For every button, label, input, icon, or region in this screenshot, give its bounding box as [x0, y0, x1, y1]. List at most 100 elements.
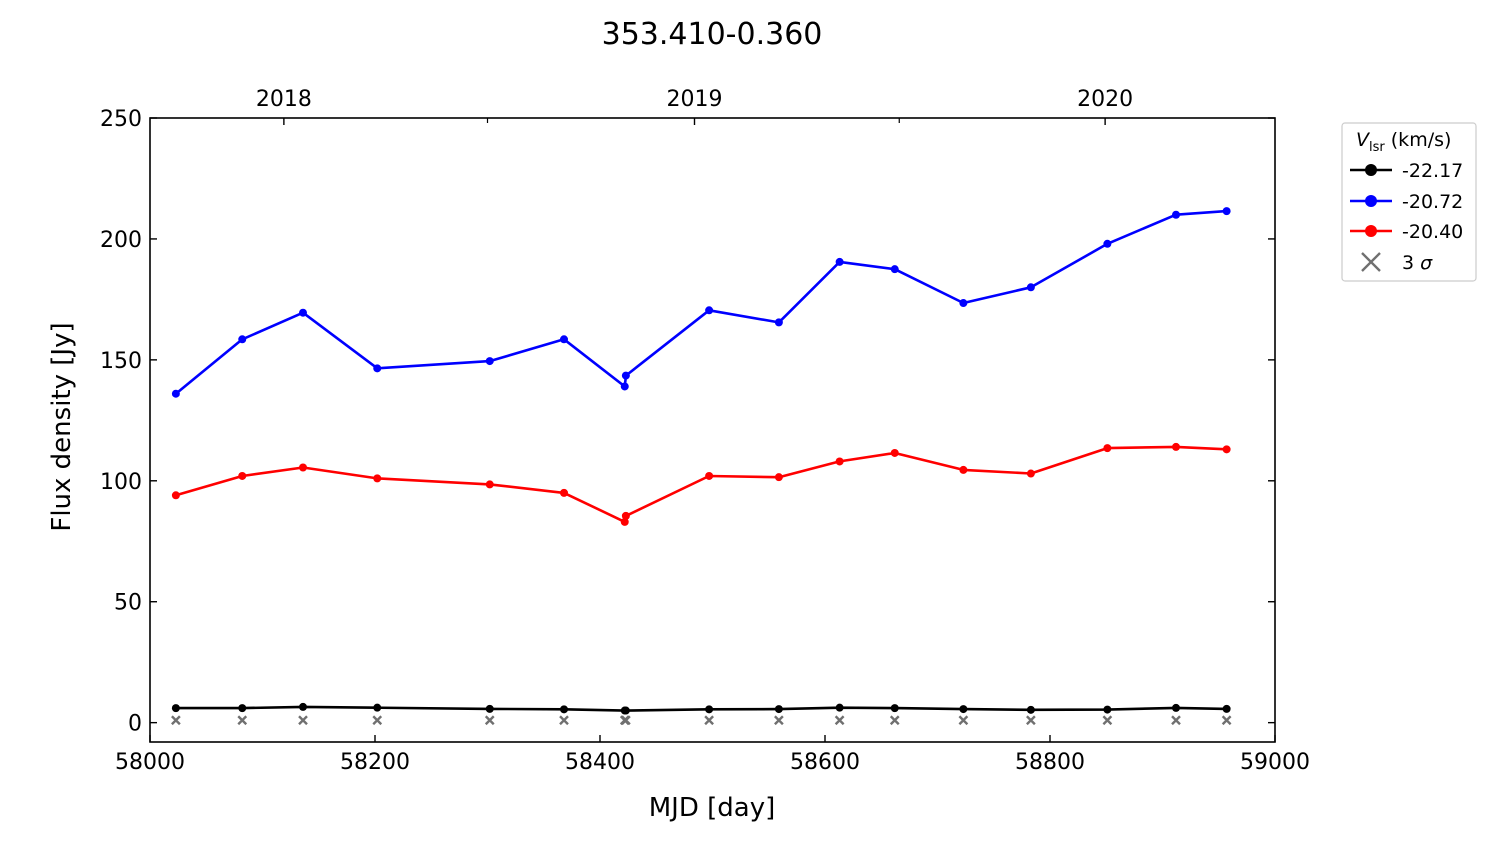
series-point-0	[1026, 705, 1035, 714]
series-point-2	[299, 463, 307, 472]
x-tick-label: 58600	[790, 750, 860, 775]
threshold-marker	[237, 715, 248, 726]
legend-title: Vlsr (km/s)	[1356, 129, 1451, 155]
chart-title: 353.410-0.360	[602, 17, 823, 52]
series-point-0	[890, 704, 899, 713]
x-tick-label: 58200	[340, 750, 410, 775]
legend-title-symbol: V	[1356, 129, 1371, 151]
series-point-2	[620, 517, 629, 526]
threshold-marker	[834, 715, 845, 726]
series-point-2	[774, 473, 783, 482]
legend-threshold-symbol: σ	[1420, 252, 1433, 274]
legend-threshold-prefix: 3	[1402, 252, 1420, 274]
x-tick-label: 59000	[1240, 750, 1310, 775]
legend-swatch-dot-2	[1365, 225, 1377, 237]
y-tick-label: 150	[100, 349, 142, 374]
series-point-2	[171, 491, 180, 500]
series-line-1	[175, 209, 1227, 395]
series-point-0	[835, 703, 844, 712]
series-point-2	[1026, 469, 1035, 478]
series-point-2	[1103, 444, 1112, 453]
series-point-2	[959, 465, 968, 474]
y-tick-label: 0	[128, 712, 142, 737]
threshold-marker	[559, 715, 569, 726]
top-year-label: 2020	[1077, 87, 1133, 112]
series-point-0	[705, 705, 714, 714]
threshold-marker	[1171, 715, 1181, 726]
series-point-2	[621, 511, 630, 520]
series-point-1	[890, 265, 899, 274]
legend-title-subscript: lsr	[1369, 140, 1385, 155]
legend-threshold-marker	[1361, 252, 1381, 272]
threshold-marker	[298, 715, 308, 726]
threshold-marker	[171, 715, 181, 726]
series-point-1	[774, 318, 783, 327]
series-point-1	[620, 382, 629, 391]
threshold-marker	[484, 715, 495, 726]
legend-label-2: -20.40	[1402, 221, 1463, 243]
series-layer	[171, 207, 1232, 726]
threshold-marker	[372, 715, 383, 726]
series-point-0	[299, 702, 307, 711]
series-point-1	[560, 335, 568, 344]
series-point-1	[485, 357, 494, 366]
series-point-2	[890, 448, 899, 457]
legend-swatch-dot-1	[1365, 195, 1377, 207]
series-point-1	[835, 257, 844, 266]
legend: Vlsr (km/s) -22.17 -20.72 -20.40 3 σ	[1341, 122, 1477, 282]
threshold-marker	[958, 715, 969, 726]
series-point-1	[1026, 283, 1035, 292]
threshold-marker	[1102, 715, 1113, 726]
series-point-2	[485, 480, 494, 489]
series-point-2	[705, 471, 714, 480]
series-point-2	[1172, 442, 1180, 451]
series-point-1	[959, 299, 968, 308]
y-tick-label: 250	[100, 107, 142, 132]
series-point-0	[774, 705, 783, 714]
legend-label-threshold: 3 σ	[1402, 252, 1433, 274]
plot-frame	[149, 117, 1276, 743]
x-axis-title: MJD [day]	[649, 793, 776, 823]
y-tick-label: 50	[114, 591, 142, 616]
series-point-1	[1222, 207, 1231, 216]
series-point-2	[373, 474, 382, 483]
series-point-2	[835, 457, 844, 466]
y-tick-label: 200	[100, 228, 142, 253]
series-point-0	[560, 705, 568, 714]
top-year-label: 2018	[256, 87, 312, 112]
threshold-marker	[621, 715, 631, 726]
series-point-1	[621, 371, 630, 380]
series-point-0	[1172, 703, 1180, 712]
series-point-2	[1222, 445, 1231, 454]
threshold-marker	[889, 715, 900, 726]
top-year-label: 2019	[667, 87, 723, 112]
series-point-0	[1103, 705, 1112, 714]
series-point-2	[238, 471, 247, 480]
series-point-2	[560, 488, 568, 497]
x-tick-label: 58000	[115, 750, 185, 775]
series-line-0	[175, 705, 1227, 712]
series-point-0	[1222, 704, 1231, 713]
series-line-2	[175, 445, 1227, 524]
series-point-1	[299, 308, 307, 317]
legend-label-0: -22.17	[1402, 160, 1463, 182]
series-point-0	[171, 704, 180, 713]
y-axis-title: Flux density [Jy]	[47, 322, 77, 531]
series-point-1	[238, 335, 247, 344]
series-point-1	[1103, 239, 1112, 248]
y-tick-label: 100	[100, 470, 142, 495]
series-point-1	[1172, 210, 1180, 219]
series-point-1	[171, 389, 180, 398]
series-point-0	[621, 706, 630, 715]
series-point-1	[373, 364, 382, 373]
legend-title-unit: (km/s)	[1385, 129, 1452, 151]
legend-box	[1341, 122, 1477, 282]
threshold-marker	[774, 715, 784, 726]
legend-label-1: -20.72	[1402, 191, 1463, 213]
threshold-marker	[704, 715, 714, 726]
threshold-marker	[1221, 715, 1232, 726]
series-point-0	[959, 705, 968, 714]
threshold-marker	[1026, 715, 1036, 726]
series-point-0	[238, 704, 247, 713]
